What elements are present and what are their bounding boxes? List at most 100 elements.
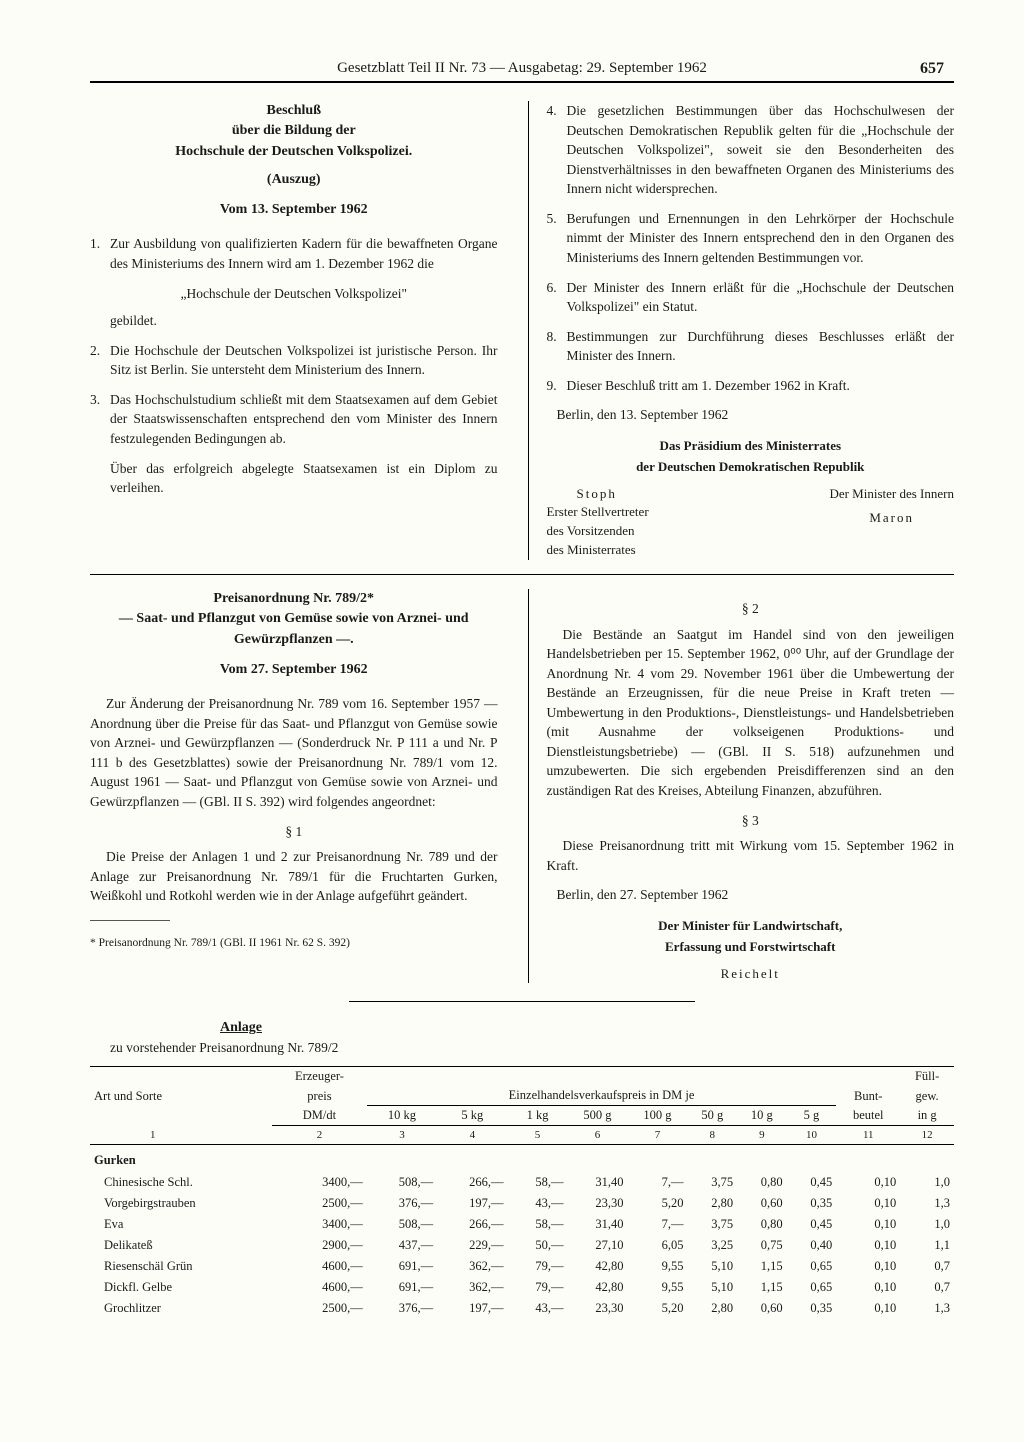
signature-block: Das Präsidium des Ministerrates der Deut… (547, 437, 955, 560)
title-line: Beschluß (90, 101, 498, 121)
cell: 7,— (627, 1172, 687, 1193)
presidium-line: Das Präsidium des Ministerrates (547, 437, 955, 456)
decree-2-right-column: § 2 Die Bestände an Saatgut im Handel si… (528, 589, 955, 983)
cell: 9,55 (627, 1256, 687, 1277)
cell: 27,10 (568, 1235, 628, 1256)
col-span-header: Einzelhandelsverkaufspreis in DM je (367, 1086, 836, 1106)
cell: 1,0 (900, 1172, 954, 1193)
col-header: 5 kg (437, 1106, 507, 1126)
cell: 5,10 (687, 1256, 737, 1277)
cell: 376,— (367, 1193, 437, 1214)
cell: 508,— (367, 1214, 437, 1235)
col-header: 5 g (787, 1106, 837, 1126)
span-text: Einzelhandelsverkaufspreis in DM je (509, 1088, 695, 1102)
col-num: 12 (900, 1126, 954, 1145)
table-row: Dickfl. Gelbe4600,—691,—362,—79,—42,809,… (90, 1277, 954, 1298)
col-num: 4 (437, 1126, 507, 1145)
cell: 2,80 (687, 1193, 737, 1214)
cell: 0,80 (737, 1172, 787, 1193)
list-item: 5. Berufungen und Ernennungen in den Leh… (547, 209, 955, 268)
cell: 43,— (508, 1193, 568, 1214)
col-header: Art und Sorte (90, 1067, 272, 1126)
title-line: — Saat- und Pflanzgut von Gemüse sowie v… (90, 609, 498, 650)
cell: 4600,— (272, 1256, 367, 1277)
anlage-title: Anlage (220, 1020, 954, 1036)
cell: 508,— (367, 1172, 437, 1193)
cell: 0,7 (900, 1277, 954, 1298)
table-row: Eva3400,—508,—266,—58,—31,407,—3,750,800… (90, 1214, 954, 1235)
quoted-name: „Hochschule der Deutschen Volkspolizei" (90, 284, 498, 304)
document-page: 657 Gesetzblatt Teil II Nr. 73 — Ausgabe… (0, 0, 1024, 1442)
cell: 1,15 (737, 1277, 787, 1298)
section-symbol: § 3 (547, 811, 955, 831)
list-item: 4. Die gesetzlichen Bestimmungen über da… (547, 101, 955, 199)
decree-1-left-column: Beschluß über die Bildung der Hochschule… (90, 101, 498, 560)
cell: 6,05 (627, 1235, 687, 1256)
cell: 0,7 (900, 1256, 954, 1277)
row-name: Vorgebirgstrauben (90, 1193, 272, 1214)
table-row: Delikateß2900,—437,—229,—50,—27,106,053,… (90, 1235, 954, 1256)
signature-right: Der Minister des Innern Maron (829, 485, 954, 560)
table-row: Chinesische Schl.3400,—508,—266,—58,—31,… (90, 1172, 954, 1193)
cell: 266,— (437, 1172, 507, 1193)
list-item: 3. Das Hochschulstudium schließt mit dem… (90, 390, 498, 449)
cell: 1,3 (900, 1298, 954, 1319)
cell: 1,3 (900, 1193, 954, 1214)
row-name: Eva (90, 1214, 272, 1235)
cell: 58,— (508, 1214, 568, 1235)
signer-title: Erfassung und Forstwirtschaft (547, 938, 955, 957)
decree-2-title: Preisanordnung Nr. 789/2* — Saat- und Pf… (90, 589, 498, 680)
item-text: Der Minister des Innern erläßt für die „… (567, 278, 955, 317)
col-num: 11 (836, 1126, 900, 1145)
item-text: Berufungen und Ernennungen in den Lehrkö… (567, 209, 955, 268)
cell: 0,10 (836, 1256, 900, 1277)
decree-1-title: Beschluß über die Bildung der Hochschule… (90, 101, 498, 220)
cell: 3400,— (272, 1214, 367, 1235)
cell: 9,55 (627, 1277, 687, 1298)
cell: 7,— (627, 1214, 687, 1235)
item-text: Zur Ausbildung von qualifizierten Kadern… (110, 234, 498, 273)
cell: 0,10 (836, 1214, 900, 1235)
cell: 2500,— (272, 1193, 367, 1214)
col-header: beutel (836, 1106, 900, 1126)
page-header: Gesetzblatt Teil II Nr. 73 — Ausgabetag:… (90, 60, 954, 77)
col-header: 10 g (737, 1106, 787, 1126)
cell: 2900,— (272, 1235, 367, 1256)
anlage-subtitle: zu vorstehender Preisanordnung Nr. 789/2 (110, 1040, 954, 1056)
subtitle: (Auszug) (90, 170, 498, 190)
cell: 0,80 (737, 1214, 787, 1235)
row-name: Riesenschäl Grün (90, 1256, 272, 1277)
decree-date: Vom 27. September 1962 (90, 660, 498, 680)
signer-role: des Ministerrates (547, 541, 649, 560)
col-header: in g (900, 1106, 954, 1126)
decree-1-right-column: 4. Die gesetzlichen Bestimmungen über da… (528, 101, 955, 560)
signature-block: Der Minister für Landwirtschaft, Erfassu… (547, 917, 955, 984)
item-number: 4. (547, 101, 567, 199)
signer-name: Stoph (577, 485, 649, 504)
decree-1: Beschluß über die Bildung der Hochschule… (90, 101, 954, 560)
col-num: 9 (737, 1126, 787, 1145)
cell: 0,10 (836, 1277, 900, 1298)
item-cont: gebildet. (110, 311, 498, 331)
cell: 229,— (437, 1235, 507, 1256)
item-number: 2. (90, 341, 110, 380)
cell: 362,— (437, 1256, 507, 1277)
col-header: 100 g (627, 1106, 687, 1126)
list-item: 9. Dieser Beschluß tritt am 1. Dezember … (547, 376, 955, 396)
cell: 0,45 (787, 1214, 837, 1235)
item-number: 3. (90, 390, 110, 449)
cell: 5,10 (687, 1277, 737, 1298)
item-text: Die gesetzlichen Bestimmungen über das H… (567, 101, 955, 199)
cell: 3400,— (272, 1172, 367, 1193)
col-header: Erzeuger- (272, 1067, 367, 1087)
cell: 691,— (367, 1277, 437, 1298)
cell: 0,10 (836, 1235, 900, 1256)
paragraph: Diese Preisanordnung tritt mit Wirkung v… (547, 836, 955, 875)
col-header: 500 g (568, 1106, 628, 1126)
col-num: 1 (90, 1126, 272, 1145)
item-number: 6. (547, 278, 567, 317)
footnote: * Preisanordnung Nr. 789/1 (GBl. II 1961… (90, 935, 498, 952)
table-head: Art und Sorte Erzeuger- Bunt- Füll- prei… (90, 1067, 954, 1145)
signer-title: Der Minister des Innern (829, 485, 954, 504)
paragraph: Die Preise der Anlagen 1 und 2 zur Preis… (90, 847, 498, 906)
